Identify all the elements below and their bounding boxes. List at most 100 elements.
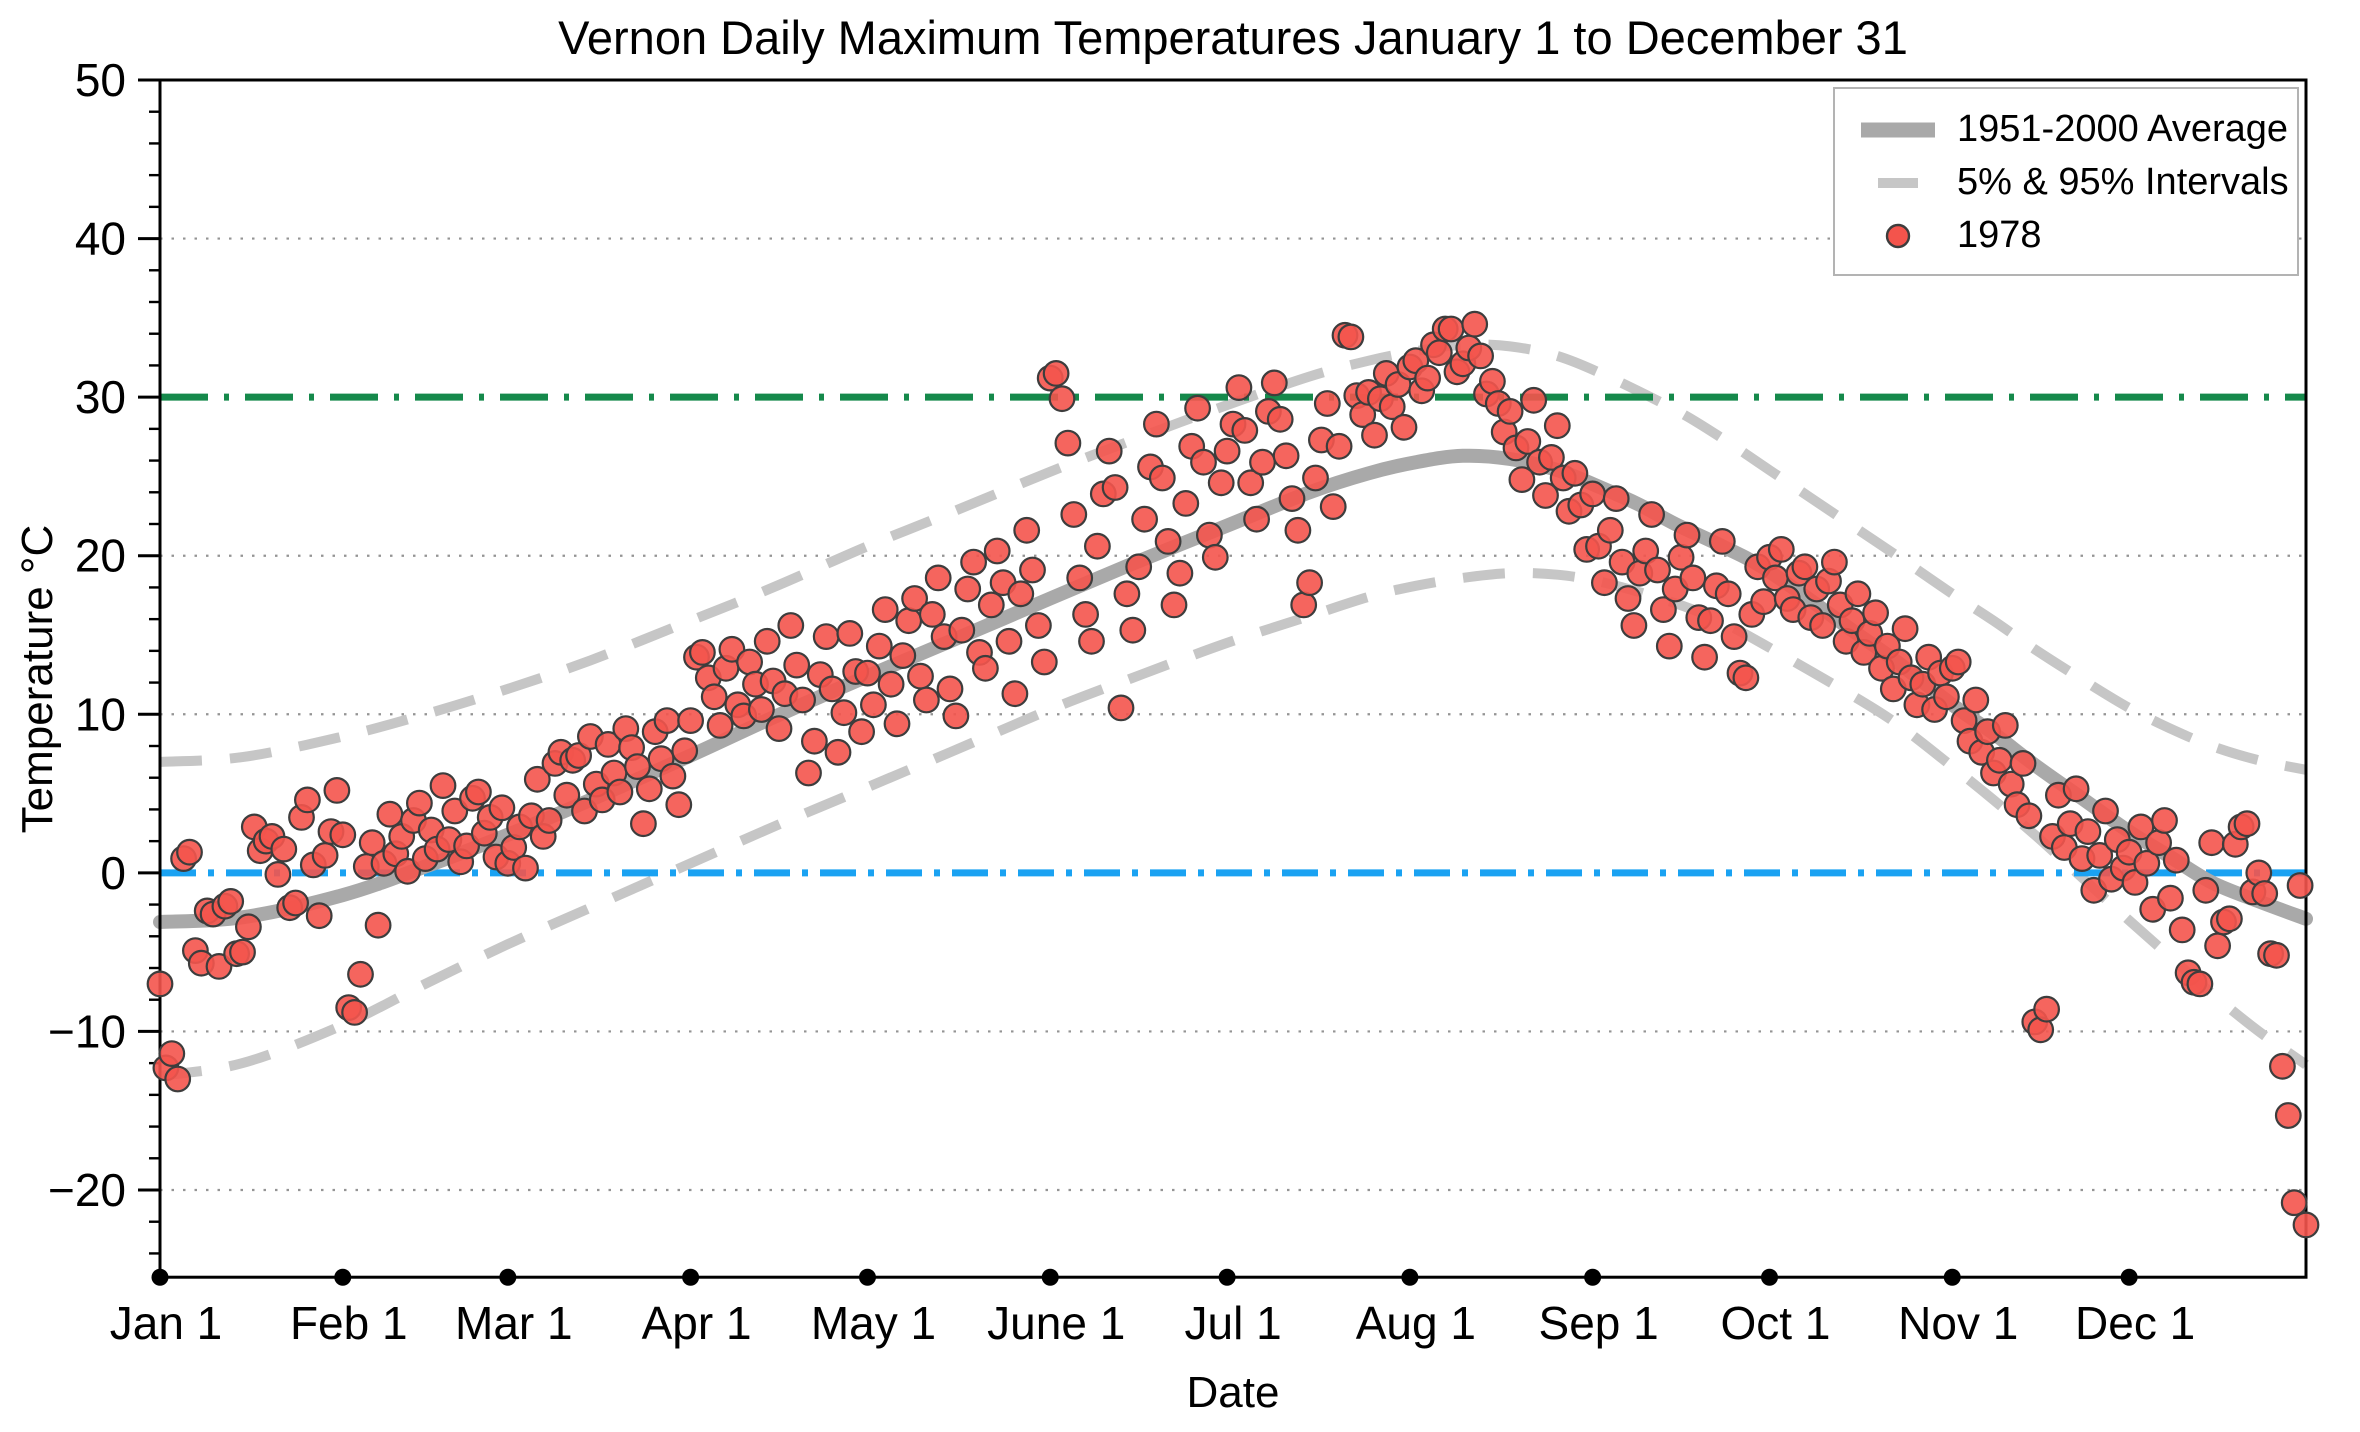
- data-point: [606, 778, 634, 806]
- data-point: [1172, 490, 1200, 517]
- data-point: [783, 651, 811, 679]
- data-point: [1278, 485, 1306, 513]
- data-point: [1720, 623, 1748, 650]
- thick-gray-line-icon: [1855, 120, 1941, 140]
- data-point: [1425, 339, 1453, 367]
- data-point: [1319, 493, 1347, 521]
- data-point: [2286, 872, 2314, 899]
- x-tick-label: Apr 1: [642, 1297, 752, 1349]
- data-point: [653, 707, 681, 734]
- data-point: [1655, 632, 1683, 660]
- data-point: [818, 675, 846, 703]
- 5-intervalcurve: [159, 567, 2309, 1081]
- month-dot: [858, 1268, 876, 1286]
- data-point: [1590, 569, 1618, 597]
- data-point: [2015, 802, 2043, 830]
- x-tick-label: Jan 1: [110, 1297, 223, 1349]
- data-point: [1030, 648, 1058, 676]
- x-tick-label: May 1: [811, 1297, 936, 1349]
- data-point: [1024, 612, 1052, 639]
- data-point: [948, 616, 976, 644]
- data-point: [1013, 516, 1041, 544]
- data-point: [1119, 616, 1147, 644]
- data-point: [830, 699, 858, 727]
- month-dot: [682, 1268, 700, 1286]
- data-point: [1048, 385, 1076, 413]
- data-point: [270, 835, 298, 863]
- data-point: [1302, 464, 1329, 492]
- data-point: [812, 623, 840, 650]
- y-tick-label: −10: [48, 1005, 126, 1057]
- gridlines: [160, 237, 2306, 1192]
- data-point: [901, 585, 928, 612]
- axes: −20 −10 0 10 20 30 40 50: [48, 54, 2308, 1279]
- data-point: [907, 662, 934, 690]
- data-point: [429, 772, 457, 799]
- data-point: [689, 639, 716, 666]
- data-point: [1296, 569, 1323, 597]
- data-point: [1095, 437, 1123, 465]
- data-point: [1213, 437, 1241, 465]
- data-point: [1083, 532, 1111, 560]
- data-point: [2268, 1052, 2296, 1080]
- data-point: [1195, 521, 1223, 549]
- data-point: [2186, 970, 2214, 998]
- data-point: [824, 738, 852, 766]
- data-point: [635, 775, 663, 803]
- data-point: [659, 762, 687, 790]
- x-axis-label: Date: [1186, 1368, 1280, 1417]
- data-point: [1932, 683, 1960, 711]
- data-point: [2092, 797, 2119, 825]
- data-point: [358, 829, 386, 857]
- month-dot: [1041, 1268, 1059, 1286]
- legend-label-intervals: 5% & 95% Intervals: [1957, 161, 2289, 203]
- data-point: [234, 913, 262, 941]
- month-dot: [2120, 1268, 2138, 1286]
- data-point: [1632, 537, 1660, 565]
- data-point: [1620, 612, 1648, 639]
- data-point: [1078, 627, 1105, 655]
- data-point: [883, 710, 911, 738]
- data-point: [2162, 846, 2190, 874]
- data-point: [1602, 485, 1630, 513]
- legend-label-average: 1951-2000 Average: [1957, 108, 2289, 150]
- x-tick-label: Dec 1: [2075, 1297, 2195, 1349]
- data-point: [1107, 694, 1135, 722]
- data-point: [1791, 553, 1819, 581]
- y-tick-label: 10: [75, 688, 126, 740]
- gray-dash-icon: [1855, 176, 1941, 190]
- data-point: [1543, 412, 1571, 440]
- data-point: [1066, 564, 1094, 592]
- data-point: [1514, 428, 1542, 455]
- y-tick-label: 30: [75, 371, 126, 423]
- data-point: [1520, 386, 1548, 414]
- data-point: [2292, 1211, 2320, 1239]
- x-tick-label: Aug 1: [1356, 1297, 1476, 1349]
- data-point: [2062, 775, 2090, 803]
- legend-label-1978: 1978: [1957, 214, 2042, 256]
- data-point: [341, 999, 369, 1026]
- data-point: [1985, 746, 2013, 774]
- data-point: [1225, 374, 1253, 402]
- data-point: [158, 1040, 186, 1067]
- data-point: [1101, 474, 1129, 501]
- data-point: [895, 607, 923, 635]
- data-point: [1184, 394, 1211, 422]
- data-point: [665, 791, 693, 819]
- data-point: [736, 648, 763, 676]
- data-point: [2192, 876, 2220, 904]
- data-point: [1649, 596, 1677, 623]
- data-point: [924, 564, 952, 592]
- month-dot: [1401, 1268, 1419, 1286]
- month-dot: [1218, 1268, 1236, 1286]
- data-point: [1337, 323, 1365, 351]
- data-point: [1361, 421, 1388, 449]
- data-point: [871, 596, 899, 623]
- data-point: [376, 800, 404, 828]
- data-point: [1190, 448, 1217, 476]
- data-point: [264, 861, 292, 888]
- data-point: [2033, 995, 2060, 1023]
- data-point: [1991, 712, 2019, 739]
- y-tick-label: −20: [48, 1164, 126, 1216]
